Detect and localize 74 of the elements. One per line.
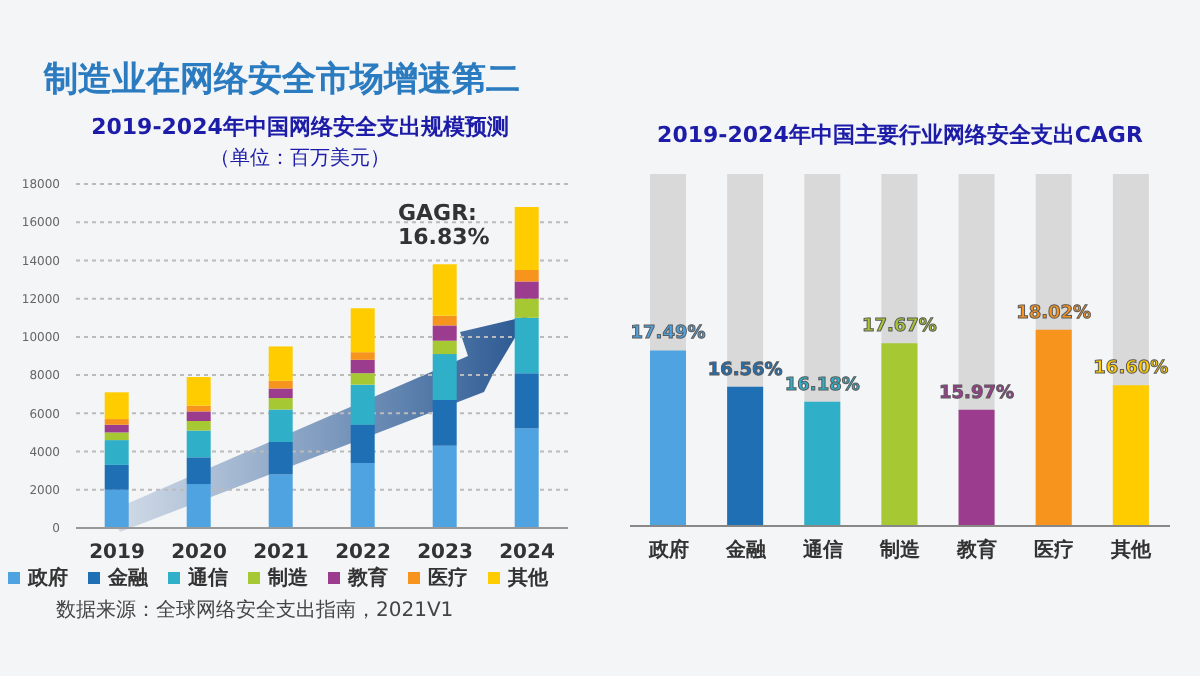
chart-title: 2019-2024年中国网络安全支出规模预测 (89, 112, 511, 142)
bar (514, 373, 539, 429)
x-tick-label: 金融 (723, 538, 768, 563)
data-label: 17.67% (861, 317, 937, 338)
x-tick-label: 政府 (646, 538, 689, 563)
chart-subtitle: （单位：百万美元） (208, 145, 392, 172)
bar (350, 384, 375, 425)
bar (432, 325, 457, 341)
x-tick-label: 2022 (335, 542, 391, 565)
x-tick-label: 其他 (1109, 538, 1154, 563)
legend-label: 教育 (348, 568, 388, 590)
bar (268, 474, 293, 528)
bar (104, 464, 129, 490)
data-label: 15.97% (939, 383, 1015, 404)
legend-label: 制造 (268, 568, 308, 590)
bar (268, 380, 293, 389)
data-label: 16.56% (707, 360, 783, 381)
bar (350, 373, 375, 385)
bar (350, 424, 375, 464)
legend-label: 政府 (28, 568, 68, 590)
bar (268, 346, 293, 381)
data-label: 18.02% (1016, 303, 1092, 324)
bar (432, 399, 457, 446)
bar (432, 354, 457, 400)
bar (268, 398, 293, 410)
annotation: GAGR: 16.83% (398, 200, 492, 250)
bar (268, 409, 293, 442)
data-label: 16.18% (784, 375, 860, 396)
bar (104, 432, 129, 441)
bar (104, 424, 129, 433)
bar (186, 420, 211, 431)
data-label: 16.60% (1093, 359, 1169, 380)
x-tick-label: 通信 (800, 538, 843, 563)
x-tick-label: 教育 (955, 538, 998, 563)
bar (432, 315, 457, 326)
bar (104, 440, 129, 465)
bar (186, 430, 211, 458)
bar (350, 352, 375, 360)
legend-label: 其他 (508, 568, 548, 590)
bar (104, 419, 129, 425)
bar (514, 206, 539, 270)
bar (514, 298, 539, 318)
bar (186, 457, 211, 485)
x-tick-label: 2020 (171, 542, 227, 565)
x-tick-label: 医疗 (1034, 538, 1075, 563)
chart-title: 2019-2024年中国主要行业网络安全支出CAGR (655, 120, 1145, 150)
bar (514, 317, 539, 374)
bar (186, 484, 211, 528)
x-tick-label: 制造 (878, 538, 922, 563)
source-note: 数据来源：全球网络安全支出指南，2021V1 (56, 597, 456, 624)
x-tick-label: 2019 (89, 542, 145, 565)
legend-label: 通信 (188, 568, 228, 590)
legend-label: 金融 (108, 568, 148, 590)
bar (432, 340, 457, 355)
bar (514, 281, 539, 299)
bar (350, 463, 375, 528)
bar (432, 445, 457, 528)
bar (104, 489, 129, 528)
bar (268, 388, 293, 399)
x-tick-label: 2023 (417, 542, 473, 565)
legend-label: 医疗 (428, 568, 468, 590)
text: 制造业在网络安全市场增速第二 (44, 58, 520, 102)
x-tick-label: 2021 (253, 542, 309, 565)
bar (432, 264, 457, 316)
bar (350, 308, 375, 353)
bar (104, 392, 129, 420)
bar (186, 411, 211, 421)
x-tick-label: 2024 (499, 542, 555, 565)
bar (514, 428, 539, 528)
bar (268, 442, 293, 475)
bar (186, 377, 211, 406)
bar (350, 359, 375, 374)
bar (514, 270, 539, 282)
data-label: 17.49% (630, 324, 706, 345)
